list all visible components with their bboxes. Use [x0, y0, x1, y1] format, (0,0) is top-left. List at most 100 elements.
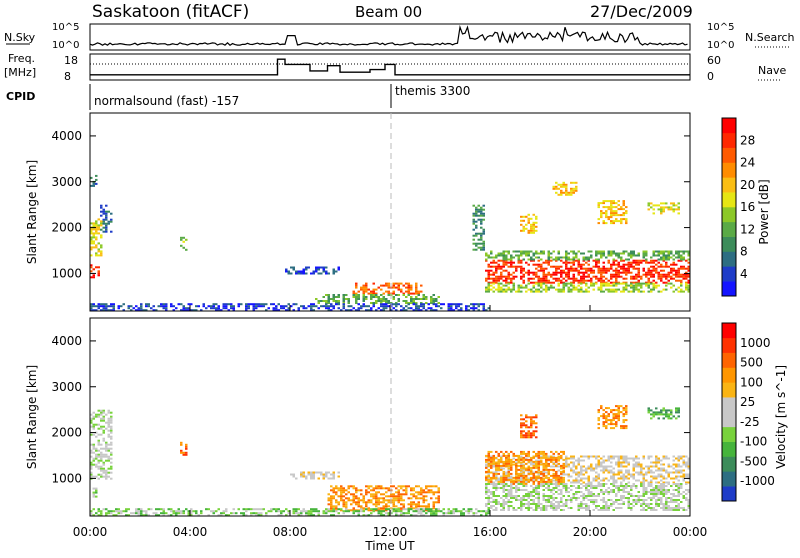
data-cell [485, 460, 488, 463]
data-cell [610, 427, 613, 430]
data-cell [192, 510, 195, 513]
data-cell [95, 254, 98, 257]
data-cell [600, 290, 603, 293]
data-cell [607, 254, 610, 257]
data-cell [475, 248, 478, 251]
data-cell [487, 507, 490, 509]
data-cell [652, 495, 655, 497]
data-cell [322, 268, 325, 271]
data-cell [522, 489, 525, 491]
data-cell [522, 275, 525, 278]
data-cell [627, 499, 630, 501]
data-cell [607, 413, 610, 416]
colorbar-swatch [722, 486, 736, 502]
data-cell [482, 303, 485, 306]
data-cell [620, 457, 623, 460]
data-cell [512, 476, 515, 479]
data-cell [542, 279, 545, 282]
data-cell [590, 254, 593, 257]
data-cell [632, 261, 635, 264]
data-cell [137, 309, 140, 312]
data-cell [145, 305, 148, 308]
data-cell [530, 434, 533, 437]
data-cell [545, 495, 548, 497]
data-cell [612, 275, 615, 278]
data-cell [535, 416, 538, 419]
data-cell [610, 263, 613, 266]
data-cell [527, 279, 530, 282]
data-cell [527, 505, 530, 507]
data-cell [590, 485, 593, 487]
data-cell [340, 493, 343, 496]
data-cell [587, 493, 590, 495]
data-cell [457, 510, 460, 513]
data-cell [100, 224, 103, 227]
data-cell [245, 303, 248, 306]
data-cell [352, 487, 355, 490]
data-cell [637, 288, 640, 291]
data-cell [657, 459, 660, 462]
data-cell [597, 267, 600, 270]
data-cell [492, 487, 495, 489]
data-cell [97, 413, 100, 416]
data-cell [147, 303, 150, 306]
data-cell [512, 265, 515, 268]
data-cell [392, 493, 395, 496]
data-cell [382, 296, 385, 298]
data-cell [687, 252, 690, 255]
data-cell [645, 473, 648, 476]
data-cell [555, 259, 558, 262]
data-cell [297, 508, 300, 511]
data-cell [652, 411, 655, 414]
data-cell [590, 487, 593, 489]
data-cell [620, 455, 623, 458]
data-cell [292, 268, 295, 271]
data-cell [327, 499, 330, 502]
data-cell [635, 471, 638, 474]
data-cell [615, 252, 618, 255]
data-cell [97, 266, 100, 269]
data-cell [487, 501, 490, 503]
data-cell [95, 238, 98, 241]
data-cell [307, 471, 310, 474]
data-cell [622, 425, 625, 428]
data-cell [605, 214, 608, 217]
data-cell [650, 509, 653, 511]
data-cell [660, 485, 663, 487]
data-cell [575, 467, 578, 470]
data-cell [105, 477, 108, 480]
data-cell [517, 456, 520, 459]
data-cell [505, 458, 508, 461]
xtick-label: 04:00 [173, 525, 208, 539]
data-cell [600, 250, 603, 253]
data-cell [625, 273, 628, 276]
data-cell [102, 439, 105, 442]
data-cell [610, 265, 613, 268]
data-cell [577, 261, 580, 264]
data-cell [507, 282, 510, 285]
data-cell [110, 471, 113, 474]
data-cell [95, 266, 98, 269]
data-cell [97, 218, 100, 221]
data-cell [475, 206, 478, 209]
data-cell [185, 307, 188, 310]
data-cell [620, 425, 623, 428]
data-cell [585, 288, 588, 291]
data-cell [617, 455, 620, 458]
data-cell [362, 294, 365, 296]
data-cell [527, 509, 530, 511]
data-cell [477, 218, 480, 221]
data-cell [400, 497, 403, 500]
data-cell [260, 508, 263, 511]
data-cell [517, 254, 520, 257]
data-cell [105, 228, 108, 231]
data-cell [620, 463, 623, 466]
data-cell [652, 275, 655, 278]
data-cell [487, 286, 490, 289]
data-cell [675, 463, 678, 466]
data-cell [545, 452, 548, 455]
data-cell [605, 421, 608, 424]
data-cell [677, 267, 680, 270]
data-cell [525, 476, 528, 479]
data-cell [657, 284, 660, 287]
